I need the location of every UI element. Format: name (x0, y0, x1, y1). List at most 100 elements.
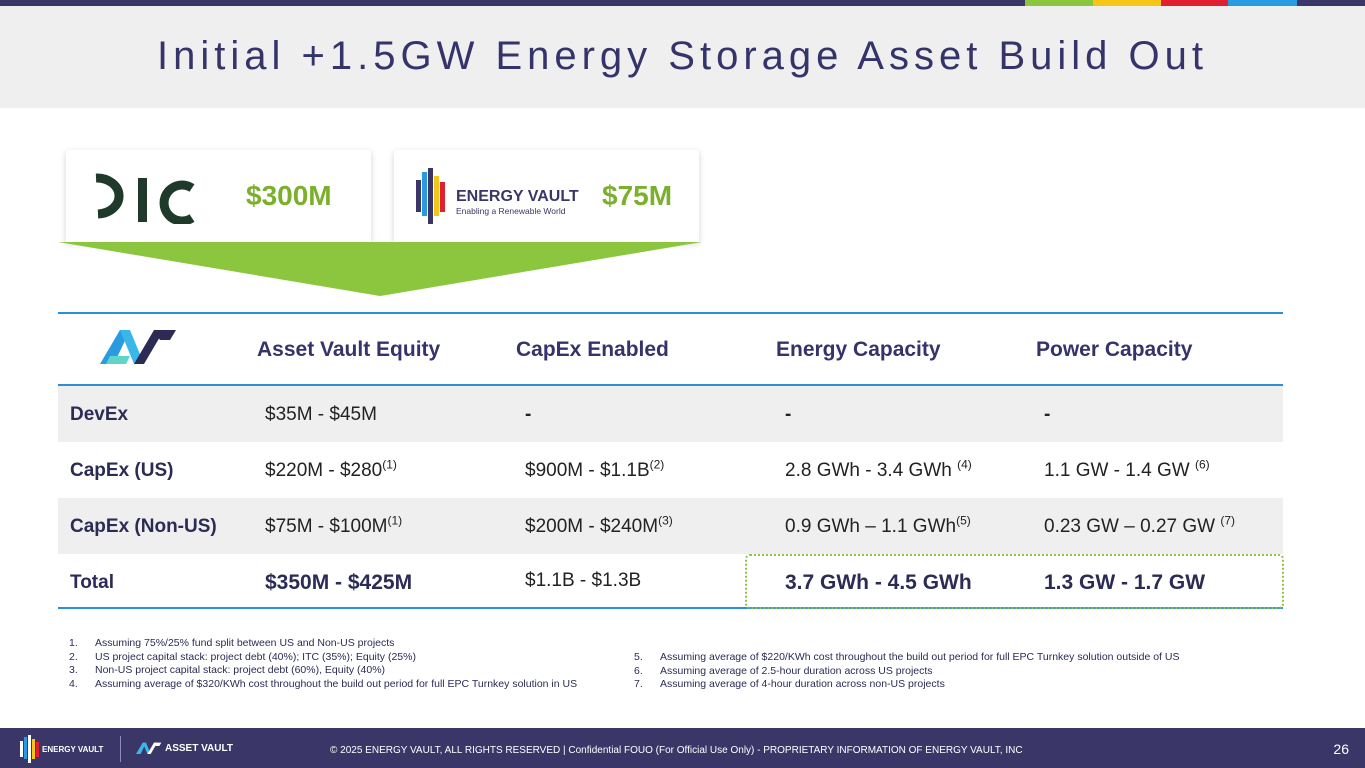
cell-capex-enabled: $900M - $1.1B(2) (525, 457, 665, 482)
table-top-rule (58, 312, 1283, 314)
cell-energy-capacity: 0.9 GWh – 1.1 GWh(5) (785, 513, 971, 538)
row-label: CapEx (US) (70, 460, 174, 481)
cell-value: $200M - $240M (525, 516, 659, 537)
footnote-number: 7. (634, 678, 643, 691)
accent-segment-red (1161, 0, 1228, 6)
accent-segment-green (1025, 0, 1093, 6)
cell-asset-vault-equity: $35M - $45M (265, 404, 377, 426)
oic-card: $300M (66, 150, 371, 242)
footer-divider (120, 736, 121, 762)
cell-power-capacity: 1.1 GW - 1.4 GW (6) (1044, 457, 1210, 482)
table-row-devex: DevEx $35M - $45M - - - (58, 386, 1283, 442)
footnote-number: 5. (634, 651, 643, 663)
cell-value: - (1044, 404, 1051, 425)
footnote-ref: (1) (382, 457, 397, 472)
footnote-text: Assuming average of 2.5-hour duration ac… (660, 664, 933, 677)
cell-power-capacity: 1.3 GW - 1.7 GW (1044, 571, 1206, 594)
cell-value: $220M - $280 (265, 460, 383, 481)
footnote-text: Assuming average of $320/KWh cost throug… (95, 677, 578, 690)
footnote-number: 6. (634, 664, 643, 677)
cell-value: 2.8 GWh - 3.4 GWh (785, 460, 958, 481)
footnote-ref: (1) (387, 513, 403, 528)
footnote: 6. Assuming average of 2.5-hour duration … (634, 665, 1179, 679)
row-label: Total (70, 572, 114, 593)
cell-value: 0.9 GWh – 1.1 GWh (785, 516, 957, 537)
footnote-ref: (2) (649, 457, 665, 472)
cell-asset-vault-equity: $350M - $425M (265, 571, 413, 594)
footnote: 1. Assuming 75%/25% fund split between US… (69, 637, 577, 651)
footer-energy-vault-name: ENERGY VAULT (42, 745, 104, 754)
table-row-total: Total $350M - $425M $1.1B - $1.3B 3.7 GW… (58, 554, 1283, 610)
energy-vault-amount: $75M (602, 180, 673, 211)
header-asset-vault-equity: Asset Vault Equity (257, 338, 441, 361)
footnote-ref: (4) (957, 457, 972, 472)
footnote-ref: (7) (1220, 513, 1236, 528)
footnote: 7. Assuming average of 4-hour duration ac… (634, 678, 1179, 692)
cell-energy-capacity: - (785, 404, 791, 426)
page-number: 26 (1333, 741, 1349, 757)
footnote-number: 2. (69, 650, 78, 663)
accent-segment-yellow (1093, 0, 1161, 6)
footnote-text: US project capital stack: project debt (… (95, 650, 416, 663)
row-label: DevEx (70, 404, 129, 425)
footnote-text: Non-US project capital stack: project de… (95, 664, 386, 677)
energy-vault-footer-logo-icon (20, 735, 39, 763)
asset-vault-footer-logo-icon (136, 742, 162, 754)
cell-value: - (785, 404, 792, 425)
energy-vault-logo-icon (416, 168, 445, 224)
footnote-number: 4. (69, 677, 78, 690)
footnote-text: Assuming 75%/25% fund split between US a… (95, 637, 395, 649)
cell-capex-enabled: $1.1B - $1.3B (525, 570, 642, 591)
asset-vault-logo-icon (100, 330, 176, 364)
energy-vault-tagline: Enabling a Renewable World (456, 206, 566, 216)
cell-value: 0.23 GW – 0.27 GW (1044, 516, 1221, 537)
footnotes-right: 5. Assuming average of $220/KWh cost thro… (634, 651, 1179, 692)
cell-energy-capacity: 2.8 GWh - 3.4 GWh (4) (785, 457, 972, 482)
energy-vault-card: ENERGY VAULT Enabling a Renewable World … (394, 150, 699, 242)
footnote: 2. US project capital stack: project debt… (69, 651, 577, 665)
highlight-box (745, 554, 1284, 609)
header-energy-capacity: Energy Capacity (776, 338, 941, 361)
footnote-ref: (5) (956, 513, 971, 528)
title-band (0, 6, 1365, 108)
cell-asset-vault-equity: $75M - $100M(1) (265, 513, 403, 538)
footnote-number: 3. (69, 664, 78, 677)
table-bottom-rule (58, 607, 1283, 609)
footer-asset-vault-name: ASSET VAULT (165, 743, 233, 754)
cell-power-capacity: - (1044, 404, 1050, 426)
footnote-ref: (6) (1194, 457, 1210, 472)
cell-capex-enabled: $200M - $240M(3) (525, 513, 673, 538)
footnote: 5. Assuming average of $220/KWh cost thro… (634, 651, 1179, 665)
header-power-capacity: Power Capacity (1036, 338, 1193, 361)
row-label: CapEx (Non-US) (70, 516, 217, 537)
oic-logo-icon (95, 173, 195, 224)
cell-power-capacity: 0.23 GW – 0.27 GW (7) (1044, 513, 1236, 538)
cell-value: $35M - $45M (265, 404, 377, 425)
top-accent-bar (0, 0, 1365, 6)
footnote-text: Assuming average of $220/KWh cost throug… (660, 651, 1180, 663)
cell-asset-vault-equity: $220M - $280(1) (265, 457, 397, 482)
footnote: 4. Assuming average of $320/KWh cost thro… (69, 678, 577, 692)
footnote: 3. Non-US project capital stack: project … (69, 664, 577, 678)
funnel-arrow (58, 242, 702, 296)
slide-title: Initial +1.5GW Energy Storage Asset Buil… (157, 34, 1208, 78)
table-header-rule (58, 384, 1283, 386)
header-capex-enabled: CapEx Enabled (516, 338, 669, 361)
cell-value: $75M - $100M (265, 516, 388, 537)
footnote-number: 1. (69, 637, 78, 649)
footnote-ref: (3) (658, 513, 673, 528)
cell-value: - (525, 404, 532, 425)
footer-copyright: © 2025 ENERGY VAULT, ALL RIGHTS RESERVED… (330, 745, 1023, 756)
cell-value: $900M - $1.1B (525, 460, 650, 481)
cell-capex-enabled: - (525, 404, 531, 426)
cell-value: 1.1 GW - 1.4 GW (1044, 460, 1195, 481)
footer-bar: ENERGY VAULT ASSET VAULT © 2025 ENERGY V… (0, 728, 1365, 768)
table-row-capex-us: CapEx (US) $220M - $280(1) $900M - $1.1B… (58, 442, 1283, 498)
cell-energy-capacity: 3.7 GWh - 4.5 GWh (785, 571, 972, 594)
accent-segment-blue (1228, 0, 1297, 6)
footnote-text: Assuming average of 4-hour duration acro… (660, 678, 945, 691)
oic-amount: $300M (246, 180, 332, 211)
footnotes-left: 1. Assuming 75%/25% fund split between US… (69, 637, 577, 691)
energy-vault-name: ENERGY VAULT (456, 188, 579, 205)
table-row-capex-non-us: CapEx (Non-US) $75M - $100M(1) $200M - $… (58, 498, 1283, 554)
